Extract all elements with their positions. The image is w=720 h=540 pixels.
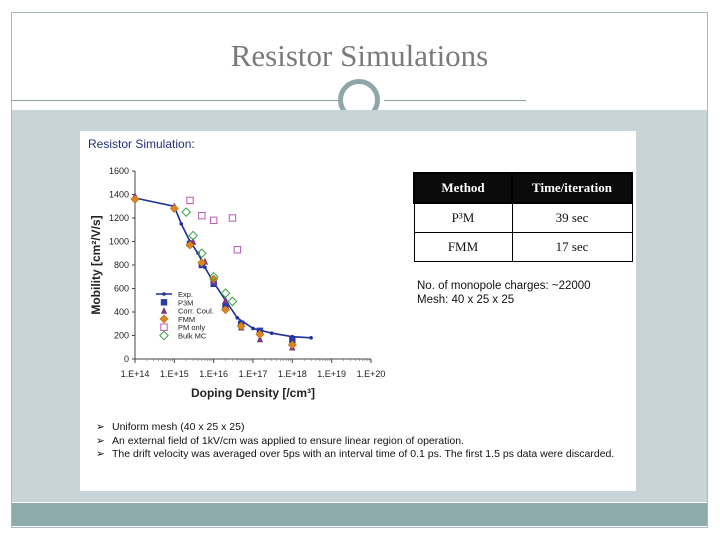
panel-heading-colon: : — [191, 137, 195, 151]
data-point-bulk-mc — [227, 296, 238, 307]
y-tick-label: 1200 — [109, 213, 129, 223]
legend-label: Exp. — [178, 290, 193, 299]
method-table: Method Time/iteration P³M 39 sec FMM 17 … — [413, 172, 633, 262]
x-tick-label: 1.E+20 — [357, 369, 386, 379]
bullet-arrow-icon: ➢ — [96, 434, 105, 447]
x-tick-label: 1.E+16 — [199, 369, 228, 379]
legend-label: FMM — [178, 315, 195, 324]
note-item: ➢ Uniform mesh (40 x 25 x 25) — [96, 421, 626, 435]
legend-marker-p3m — [160, 299, 168, 306]
table-header-time: Time/iteration — [511, 172, 633, 204]
y-axis-label: Mobility [cm²/V/s] — [89, 215, 103, 314]
data-point-bulk-mc — [188, 230, 199, 241]
data-point-bulk-mc — [196, 248, 207, 259]
data-point-fmm — [169, 204, 179, 214]
legend-label: P3M — [178, 298, 193, 307]
mobility-chart: 0 200 400 600 800 1000 1200 1400 1600 1.E+14 1.E+1… — [89, 166, 386, 400]
x-tick-label: 1.E+19 — [317, 369, 346, 379]
table-cell-method: P³M — [413, 202, 513, 233]
note-item: ➢ An external field of 1kV/cm was applied… — [96, 435, 626, 449]
notes-list: ➢ Uniform mesh (40 x 25 x 25) ➢ An externa… — [96, 421, 626, 462]
info-charges: No. of monopole charges: ~22000 — [417, 280, 591, 292]
simulation-info: No. of monopole charges: ~22000 Mesh: 40… — [417, 279, 591, 307]
table-header-row: Method Time/iteration — [413, 172, 633, 204]
table-row: P³M 39 sec — [413, 202, 633, 233]
data-point-fmm — [287, 340, 297, 350]
data-point-exp — [251, 326, 255, 331]
data-point-exp — [235, 316, 240, 320]
note-item: ➢ The drift velocity was averaged over 5p… — [96, 448, 626, 462]
table-cell-time: 17 sec — [511, 232, 633, 262]
x-tick-label: 1.E+17 — [239, 369, 268, 379]
data-point-bulk-mc — [220, 288, 231, 299]
series-line-exp — [134, 197, 312, 339]
data-point-pm-only — [233, 246, 242, 254]
slide-title: Resistor Simulations — [230, 38, 489, 73]
data-point-fmm — [221, 305, 230, 315]
slide-frame — [11, 12, 708, 528]
bullet-arrow-icon: ➢ — [96, 421, 105, 433]
y-tick-label: 0 — [124, 354, 129, 364]
data-point-pm-only — [198, 211, 206, 220]
data-point-fmm — [255, 329, 265, 339]
panel-heading-text: Resistor Simulation — [88, 137, 192, 151]
data-point-bulk-mc — [181, 207, 192, 218]
panel-heading: Resistor Simulation: — [88, 137, 195, 151]
data-point-p3m — [289, 337, 296, 344]
data-point-pm-only — [209, 216, 218, 225]
data-point-exp — [269, 331, 274, 335]
x-tick-label: 1.E+18 — [278, 369, 307, 379]
info-mesh: Mesh: 40 x 25 x 25 — [417, 294, 515, 306]
title-rule-left — [11, 100, 339, 101]
x-tick-label: 1.E+14 — [121, 369, 150, 379]
data-point-fmm — [236, 321, 246, 331]
y-tick-label: 1000 — [109, 237, 129, 247]
data-point-corr-coul — [222, 296, 229, 304]
data-point-fmm — [185, 240, 195, 250]
table-header-method: Method — [413, 172, 513, 204]
data-point-exp — [179, 222, 184, 226]
y-tick-label: 1400 — [109, 190, 129, 200]
y-tick-label: 1600 — [109, 166, 129, 176]
data-point-pm-only — [228, 214, 237, 222]
y-tick-label: 400 — [114, 307, 129, 317]
bullet-arrow-icon: ➢ — [96, 448, 105, 460]
x-tick-label: 1.E+15 — [160, 369, 189, 379]
note-text: The drift velocity was averaged over 5ps… — [112, 448, 615, 460]
note-text: Uniform mesh (40 x 25 x 25) — [112, 421, 245, 433]
legend-marker-bulk-mc — [159, 330, 169, 341]
footer-bar — [12, 503, 707, 526]
legend-label: Corr. Coul. — [178, 307, 214, 316]
data-point-bulk-mc — [208, 271, 219, 282]
data-point-exp — [309, 336, 313, 340]
y-tick-label: 600 — [114, 284, 129, 294]
y-tick-label: 800 — [114, 260, 129, 270]
data-point-pm-only — [186, 196, 194, 205]
legend-label: Bulk MC — [178, 332, 207, 341]
table-row: FMM 17 sec — [413, 232, 633, 262]
legend-marker-fmm — [159, 314, 169, 324]
legend-marker-pm-only — [160, 323, 168, 331]
figure-panel: Resistor Simulation: 0 200 400 600 800 1000 12… — [80, 131, 636, 491]
note-text: An external field of 1kV/cm was applied … — [112, 434, 464, 447]
table-cell-method: FMM — [413, 232, 513, 262]
x-axis-label: Doping Density [/cm³] — [191, 386, 315, 400]
table-cell-time: 39 sec — [511, 202, 633, 233]
legend-marker-exp — [162, 292, 166, 296]
legend-marker-corr-coul — [160, 306, 168, 314]
title-rule-right — [384, 100, 526, 101]
data-point-fmm — [197, 258, 207, 268]
legend-label: PM only — [178, 323, 205, 332]
data-point-fmm — [130, 194, 140, 204]
y-tick-label: 200 — [114, 331, 129, 341]
